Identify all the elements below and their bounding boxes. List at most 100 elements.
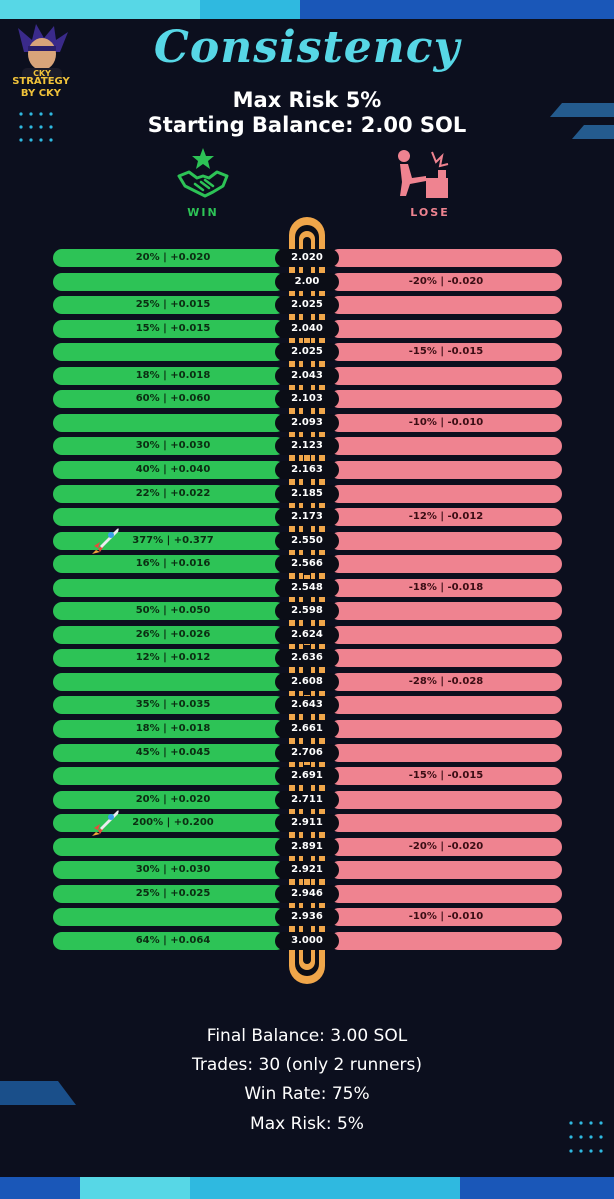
- lose-bar: [330, 319, 562, 338]
- lose-value: [330, 437, 562, 455]
- balance-value: 2.020: [275, 249, 339, 267]
- brand-line-2: BY CKY: [20, 88, 62, 99]
- decorative-stripes: [550, 103, 614, 139]
- win-bar: [53, 296, 285, 315]
- balance-value: 2.025: [275, 296, 339, 315]
- trades-count: Trades: 30 (only 2 runners): [191, 1055, 423, 1075]
- balance-value: 2.691: [275, 767, 339, 786]
- win-bar: [53, 625, 285, 644]
- lose-value: [330, 814, 562, 832]
- win-value: 20% | +0.020: [135, 252, 211, 263]
- script-title: Consistency: [153, 22, 461, 73]
- win-bar: [53, 319, 285, 338]
- win-value: 25% | +0.025: [135, 887, 211, 899]
- lose-value: [330, 390, 562, 408]
- lose-bar: [330, 343, 562, 362]
- balance-value: 2.103: [275, 390, 339, 409]
- lose-value: [330, 696, 562, 714]
- trade-row: 16% | +0.016 2.566: [53, 555, 562, 574]
- trade-row: -12% | -0.012 2.173: [53, 508, 562, 527]
- balance-value: 2.608: [275, 672, 339, 691]
- lose-bar: [330, 508, 562, 527]
- lose-value: -20% | -0.020: [408, 840, 484, 852]
- balance-value: 2.163: [275, 460, 339, 479]
- lose-value: [330, 932, 562, 950]
- win-bar: [53, 437, 285, 456]
- subtitle-starting-balance: Starting Balance: 2.00 SOL: [147, 113, 467, 137]
- win-value: 15% | +0.015: [135, 322, 211, 334]
- lose-bar: [330, 767, 562, 786]
- lose-bar: [330, 413, 562, 432]
- lose-value: [330, 485, 562, 503]
- trade-row: 30% | +0.030 2.921: [53, 861, 562, 880]
- win-bar: [53, 790, 285, 809]
- win-value: [53, 908, 293, 926]
- lose-value: -18% | -0.018: [408, 581, 484, 593]
- balance-value: 2.566: [275, 555, 339, 574]
- win-bar: [53, 413, 285, 432]
- lose-bar: [330, 249, 562, 267]
- trade-row: -20% | -0.020 2.891: [53, 837, 562, 856]
- lose-value: [330, 602, 562, 620]
- win-value: [53, 414, 293, 432]
- lose-bar: [330, 460, 562, 479]
- win-value: 22% | +0.022: [135, 487, 211, 499]
- win-label: WIN: [187, 206, 219, 219]
- balance-value: 2.643: [275, 696, 339, 715]
- win-value: 18% | +0.018: [135, 723, 211, 734]
- trade-row: -10% | -0.010 2.936: [53, 908, 562, 927]
- lose-value: -20% | -0.020: [408, 275, 484, 287]
- win-bar: [53, 484, 285, 503]
- lose-value: -15% | -0.015: [408, 770, 484, 782]
- win-value: [53, 767, 293, 785]
- balance-value: 2.185: [275, 484, 339, 503]
- win-bar: [53, 366, 285, 385]
- win-value: 12% | +0.012: [135, 652, 211, 664]
- kick-desk-icon: [398, 150, 449, 198]
- trade-row: 20% | +0.020 2.711: [53, 790, 562, 809]
- lose-bar: [330, 908, 562, 927]
- balance-value: 2.598: [275, 602, 339, 621]
- trade-row: 25% | +0.025 2.946: [53, 884, 562, 903]
- trade-row: 18% | +0.018 2.661: [53, 720, 562, 738]
- win-bar: [53, 837, 285, 856]
- balance-value: 2.550: [275, 531, 339, 550]
- brand-line-1: STRATEGY: [12, 76, 70, 87]
- win-value: 30% | +0.030: [135, 440, 211, 452]
- win-value: [53, 273, 293, 291]
- trade-row: 22% | +0.022 2.185: [53, 484, 562, 503]
- win-bar: [53, 249, 285, 267]
- trade-row: 40% | +0.040 2.163: [53, 460, 562, 479]
- win-bar: [53, 649, 285, 668]
- win-value: 45% | +0.045: [135, 746, 211, 758]
- trade-row: 35% | +0.035 2.643: [53, 696, 562, 715]
- lose-value: -10% | -0.010: [408, 911, 484, 923]
- win-bar: [53, 390, 285, 409]
- lose-bar: [330, 390, 562, 409]
- lose-value: -10% | -0.010: [408, 416, 484, 428]
- lose-value: [330, 885, 562, 903]
- rocket-icon: [92, 810, 119, 837]
- trade-row: -18% | -0.018 2.548: [53, 578, 562, 597]
- balance-value: 2.624: [275, 625, 339, 644]
- trade-row: 30% | +0.030 2.123: [53, 437, 562, 456]
- trade-row: -20% | -0.020 2.00: [53, 272, 562, 291]
- trade-row: 26% | +0.026 2.624: [53, 625, 562, 644]
- win-bar: [53, 720, 285, 738]
- win-value: 26% | +0.026: [135, 628, 211, 640]
- trade-row: -10% | -0.010 2.093: [53, 413, 562, 432]
- balance-value: 2.00: [275, 272, 339, 291]
- win-value: 64% | +0.064: [135, 934, 211, 946]
- win-bar: [53, 343, 285, 362]
- lose-bar: [330, 484, 562, 503]
- win-bar: [53, 672, 285, 691]
- trade-row: 60% | +0.060 2.103: [53, 390, 562, 409]
- win-value: 200% | +0.200: [132, 817, 214, 829]
- win-value: [53, 838, 293, 856]
- rocket-icon: [92, 527, 119, 554]
- balance-value: 2.891: [275, 837, 339, 856]
- win-bar: [53, 743, 285, 762]
- balance-value: 2.706: [275, 743, 339, 762]
- lose-value: [330, 861, 562, 879]
- trade-row: 377% | +0.377 2.550: [53, 527, 562, 554]
